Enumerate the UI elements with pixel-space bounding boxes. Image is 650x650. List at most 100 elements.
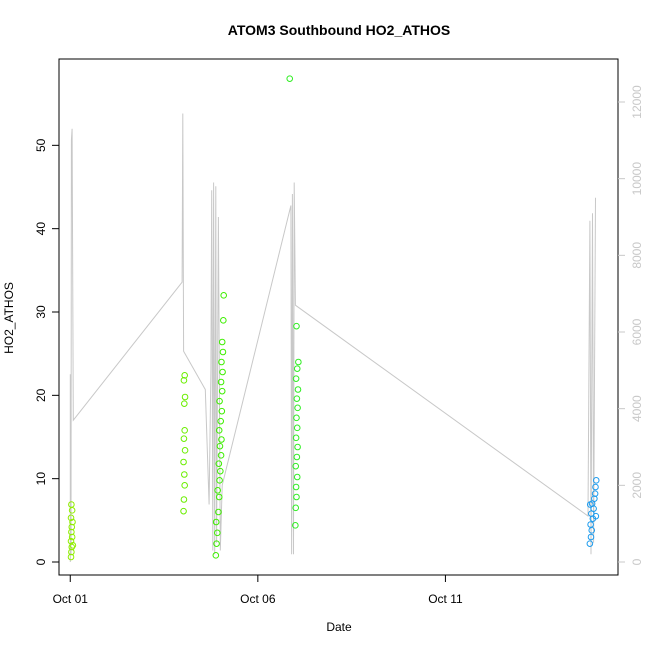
data-point bbox=[68, 528, 75, 536]
data-point bbox=[292, 375, 300, 382]
data-point bbox=[68, 533, 76, 541]
data-point bbox=[293, 453, 301, 461]
data-point bbox=[180, 496, 188, 503]
data-point bbox=[218, 358, 225, 366]
data-point bbox=[294, 443, 301, 451]
data-point bbox=[217, 467, 224, 475]
data-point bbox=[218, 387, 226, 395]
plot-area bbox=[58, 58, 619, 576]
data-point bbox=[214, 529, 221, 537]
data-point bbox=[213, 540, 220, 547]
data-point bbox=[587, 533, 595, 541]
x-axis-label: Date bbox=[326, 620, 352, 634]
data-point bbox=[216, 442, 224, 450]
data-point bbox=[592, 483, 599, 491]
data-point bbox=[591, 495, 598, 502]
data-point bbox=[67, 537, 75, 545]
data-point bbox=[68, 523, 76, 531]
data-point bbox=[218, 436, 225, 443]
data-point bbox=[215, 427, 223, 434]
data-point bbox=[286, 75, 294, 82]
data-point bbox=[181, 471, 188, 478]
data-point bbox=[294, 404, 301, 412]
data-point bbox=[219, 368, 226, 376]
data-point bbox=[586, 540, 594, 547]
data-point bbox=[180, 377, 188, 384]
data-point bbox=[292, 434, 300, 442]
data-point bbox=[216, 477, 223, 484]
data-point bbox=[293, 395, 301, 402]
data-point bbox=[180, 458, 187, 466]
data-point bbox=[216, 397, 223, 405]
series-line bbox=[69, 113, 596, 562]
y2-tick-label: 6000 bbox=[630, 318, 644, 345]
x-tick-label: Oct 01 bbox=[53, 592, 89, 606]
data-point bbox=[219, 348, 227, 356]
data-point bbox=[181, 482, 188, 489]
data-point bbox=[292, 504, 300, 512]
x-tick-label: Oct 06 bbox=[240, 592, 276, 606]
y2-tick-label: 10000 bbox=[630, 162, 644, 196]
y-tick-label: 0 bbox=[34, 558, 48, 565]
data-point bbox=[586, 501, 594, 508]
data-point bbox=[293, 414, 300, 422]
data-point bbox=[292, 483, 300, 491]
data-point bbox=[215, 460, 223, 467]
y-axis-label: HO2_ATHOS bbox=[2, 282, 16, 354]
data-point bbox=[67, 553, 75, 561]
data-point bbox=[220, 317, 227, 324]
x-tick-label: Oct 11 bbox=[428, 592, 463, 606]
data-point bbox=[214, 487, 221, 494]
data-point bbox=[180, 435, 188, 442]
data-point bbox=[180, 507, 187, 515]
data-point bbox=[181, 447, 189, 454]
chart-title: ATOM3 Southbound HO2_ATHOS bbox=[228, 22, 450, 38]
data-point bbox=[587, 521, 594, 528]
data-point bbox=[69, 518, 76, 526]
y2-tick-label: 8000 bbox=[630, 242, 644, 269]
y-tick-label: 20 bbox=[34, 388, 48, 402]
y-tick-label: 40 bbox=[34, 222, 48, 236]
data-point bbox=[215, 508, 222, 516]
data-point bbox=[218, 338, 226, 346]
data-point bbox=[292, 462, 300, 470]
data-point bbox=[68, 548, 75, 556]
data-point bbox=[181, 393, 189, 401]
data-point bbox=[293, 424, 301, 432]
data-point bbox=[212, 518, 220, 526]
y2-tick-label: 12000 bbox=[630, 85, 644, 119]
data-point bbox=[592, 512, 600, 520]
axes: 0 10 20 30 40 50 0 2000 4000 6000 8000 10000 12000 Oc… bbox=[34, 85, 644, 606]
data-point bbox=[217, 417, 224, 425]
data-point bbox=[293, 493, 300, 501]
data-point bbox=[217, 452, 225, 459]
data-point bbox=[218, 407, 226, 415]
data-point bbox=[591, 490, 599, 497]
data-point bbox=[181, 400, 188, 407]
data-point bbox=[295, 358, 302, 366]
data-point bbox=[215, 493, 223, 501]
y-tick-label: 10 bbox=[34, 472, 48, 486]
data-point bbox=[212, 552, 220, 559]
y-tick-label: 30 bbox=[34, 305, 48, 319]
data-point bbox=[68, 501, 75, 508]
secondary-series-line bbox=[69, 113, 596, 562]
y-tick-label: 50 bbox=[34, 138, 48, 152]
data-point bbox=[220, 292, 227, 299]
y2-tick-label: 0 bbox=[630, 558, 644, 565]
data-point bbox=[293, 473, 301, 481]
y2-tick-label: 2000 bbox=[630, 472, 644, 499]
data-point bbox=[67, 514, 75, 522]
data-point bbox=[217, 378, 225, 386]
point-series bbox=[67, 75, 600, 561]
data-point bbox=[294, 386, 302, 393]
data-point bbox=[181, 372, 188, 379]
data-point bbox=[293, 322, 300, 330]
data-point bbox=[292, 522, 299, 529]
data-point bbox=[69, 542, 77, 549]
plot-frame bbox=[58, 58, 619, 576]
y2-tick-label: 4000 bbox=[630, 395, 644, 422]
data-point bbox=[592, 477, 600, 484]
data-point bbox=[181, 427, 188, 434]
